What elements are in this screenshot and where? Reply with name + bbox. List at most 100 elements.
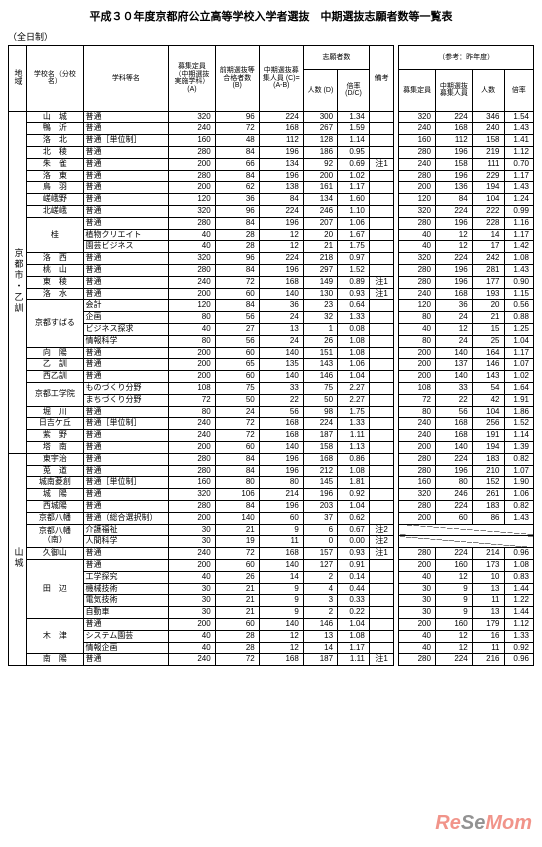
mid-cell: 24 xyxy=(259,335,303,347)
refr-cell: 1.17 xyxy=(504,229,534,241)
cap-cell: 280 xyxy=(169,500,216,512)
cap-cell: 280 xyxy=(169,465,216,477)
refn-cell: 191 xyxy=(472,430,504,442)
refn-cell: 13 xyxy=(472,607,504,619)
r-cell: 1.02 xyxy=(338,170,370,182)
refn-cell: 183 xyxy=(472,453,504,465)
early-cell: 72 xyxy=(215,276,259,288)
school-cell: 西城陽 xyxy=(27,500,83,512)
refn-cell: 216 xyxy=(472,654,504,666)
early-cell: 84 xyxy=(215,217,259,229)
school-cell: 城南菱創 xyxy=(27,477,83,489)
early-cell: 60 xyxy=(215,442,259,454)
refmid-cell: 196 xyxy=(435,265,472,277)
n-cell: 92 xyxy=(303,158,337,170)
remark-cell xyxy=(369,371,393,383)
refcap-cell: 200 xyxy=(399,359,436,371)
cap-cell: 280 xyxy=(169,147,216,159)
refcap-cell: 40 xyxy=(399,229,436,241)
refmid-cell: 196 xyxy=(435,465,472,477)
dept-cell: 普通 xyxy=(83,406,169,418)
cap-cell: 280 xyxy=(169,217,216,229)
refr-cell: 1.42 xyxy=(504,241,534,253)
school-cell: 南 陽 xyxy=(27,654,83,666)
school-cell: 洛 水 xyxy=(27,288,83,300)
early-cell: 96 xyxy=(215,253,259,265)
cap-cell: 200 xyxy=(169,158,216,170)
refcap-cell: 108 xyxy=(399,383,436,395)
n-cell: 187 xyxy=(303,430,337,442)
r-cell: 1.75 xyxy=(338,241,370,253)
mid-cell: 224 xyxy=(259,253,303,265)
refn-cell: 11 xyxy=(472,642,504,654)
r-cell: 1.52 xyxy=(338,265,370,277)
n-cell: 168 xyxy=(303,453,337,465)
n-cell: 207 xyxy=(303,217,337,229)
mid-cell: 134 xyxy=(259,158,303,170)
r-cell: 0.62 xyxy=(338,512,370,524)
region-cell: 山城 xyxy=(9,453,27,665)
dept-cell: 普通 xyxy=(83,548,169,560)
cap-cell: 120 xyxy=(169,194,216,206)
refn-cell: 15 xyxy=(472,324,504,336)
table-row: システム園芸402812131.084012161.33 xyxy=(9,630,534,642)
table-row: 田 辺普通200601401270.912001601731.08 xyxy=(9,559,534,571)
r-cell: 0.44 xyxy=(338,583,370,595)
mid-cell: 196 xyxy=(259,265,303,277)
refmid-cell: 12 xyxy=(435,324,472,336)
hdr-app-r: 倍率 (D/C) xyxy=(338,70,370,112)
table-row: 植物クリエイト402812201.674012141.17 xyxy=(9,229,534,241)
refn-cell: 13 xyxy=(472,583,504,595)
dept-cell: 普通 xyxy=(83,359,169,371)
cap-cell: 40 xyxy=(169,241,216,253)
dept-cell: 情報科学 xyxy=(83,335,169,347)
mid-cell: 196 xyxy=(259,500,303,512)
refr-cell: 1.44 xyxy=(504,607,534,619)
hdr-dept: 学科等名 xyxy=(112,75,140,82)
early-cell: 62 xyxy=(215,182,259,194)
early-cell: 36 xyxy=(215,194,259,206)
early-cell: 26 xyxy=(215,571,259,583)
early-cell: 75 xyxy=(215,383,259,395)
school-cell: 鴨 沂 xyxy=(27,123,83,135)
refr-cell: 0.96 xyxy=(504,654,534,666)
school-cell: 西乙訓 xyxy=(27,371,83,383)
r-cell: 1.67 xyxy=(338,229,370,241)
refmid-cell: 224 xyxy=(435,654,472,666)
school-cell: 北嵯峨 xyxy=(27,206,83,218)
r-cell: 0.69 xyxy=(338,158,370,170)
mid-cell: 80 xyxy=(259,477,303,489)
dept-cell: 普通 xyxy=(83,489,169,501)
remark-cell xyxy=(369,300,393,312)
hdr-ref: （参考：昨年度） xyxy=(399,46,534,70)
n-cell: 300 xyxy=(303,111,337,123)
n-cell: 145 xyxy=(303,477,337,489)
refmid-cell: 168 xyxy=(435,430,472,442)
r-cell: 0.33 xyxy=(338,595,370,607)
remark-cell xyxy=(369,442,393,454)
school-cell: 久御山 xyxy=(27,548,83,560)
school-cell: 莵 道 xyxy=(27,465,83,477)
mid-cell: 224 xyxy=(259,111,303,123)
refcap-cell: 40 xyxy=(399,324,436,336)
refr-cell: 1.43 xyxy=(504,182,534,194)
refr-cell: 0.56 xyxy=(504,300,534,312)
cap-cell: 200 xyxy=(169,442,216,454)
mid-cell: 140 xyxy=(259,371,303,383)
refn-cell: 111 xyxy=(472,158,504,170)
mid-cell: 13 xyxy=(259,324,303,336)
refn-cell: 228 xyxy=(472,217,504,229)
cap-cell: 40 xyxy=(169,229,216,241)
refmid-cell: 136 xyxy=(435,182,472,194)
table-row: 洛 東普通280841962001.022801962291.17 xyxy=(9,170,534,182)
r-cell: 1.04 xyxy=(338,500,370,512)
refn-cell: 261 xyxy=(472,489,504,501)
early-cell: 72 xyxy=(215,418,259,430)
refr-cell: 1.08 xyxy=(504,253,534,265)
refmid-cell: 160 xyxy=(435,559,472,571)
dept-cell: 普通 xyxy=(83,559,169,571)
early-cell: 140 xyxy=(215,512,259,524)
refr-cell: 1.43 xyxy=(504,123,534,135)
remark-cell xyxy=(369,465,393,477)
remark-cell: 注1 xyxy=(369,288,393,300)
